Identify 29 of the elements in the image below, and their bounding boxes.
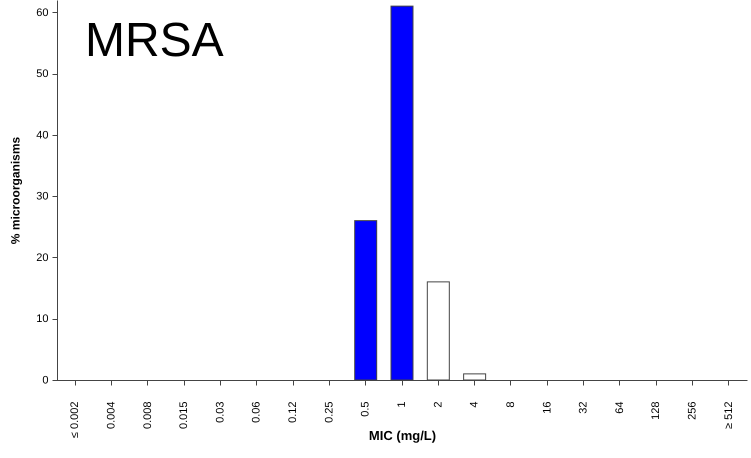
y-tick-label: 40 — [36, 129, 48, 142]
x-tick-label: 0.12 — [287, 402, 300, 423]
y-tick-label: 50 — [36, 68, 48, 80]
y-tick-label: 20 — [36, 252, 48, 264]
x-tick-label: 0.03 — [214, 402, 226, 423]
annotation: MRSA — [85, 14, 224, 67]
x-tick-label: 1 — [396, 402, 408, 408]
x-tick-label: 8 — [504, 402, 517, 408]
x-tick-label: ≤ 0.002 — [69, 402, 82, 438]
x-tick-label: 2 — [432, 402, 444, 408]
x-tick-label: 0.008 — [142, 402, 154, 430]
x-tick-label: 32 — [578, 402, 590, 414]
x-tick-label: 256 — [686, 402, 699, 420]
x-tick-label: ≥ 512 — [722, 402, 735, 429]
y-tick-label: 60 — [36, 6, 48, 19]
x-tick-label: 0.06 — [250, 402, 263, 423]
y-axis-title: % microorganisms — [8, 136, 22, 244]
x-axis-title: MIC (mg/L) — [368, 428, 436, 444]
x-tick-label: 0.015 — [178, 402, 190, 430]
x-tick-label: 4 — [468, 402, 481, 408]
y-tick-label: 30 — [36, 190, 48, 203]
x-tick-label: 0.5 — [360, 402, 372, 417]
x-tick-label: 16 — [541, 402, 554, 414]
x-tick-label: 0.25 — [323, 402, 336, 423]
x-tick-label: 0.004 — [105, 402, 118, 430]
y-tick-label: 0 — [42, 374, 48, 386]
x-tick-label: 128 — [650, 402, 662, 420]
y-tick-label: 10 — [36, 313, 48, 326]
x-tick-label: 64 — [614, 402, 626, 414]
